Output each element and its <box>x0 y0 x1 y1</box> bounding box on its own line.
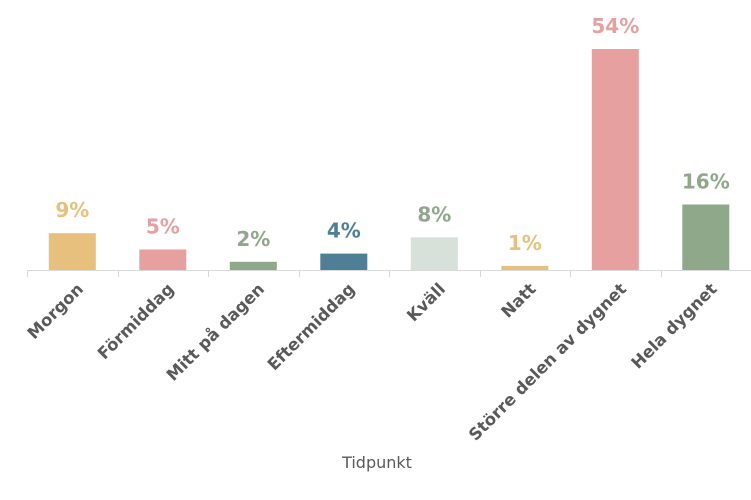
data-label: 4% <box>327 219 361 243</box>
data-label: 5% <box>146 215 180 239</box>
data-label: 8% <box>417 202 451 226</box>
data-label: 54% <box>591 14 639 38</box>
x-tick-label: Kväll <box>403 279 449 325</box>
data-label: 2% <box>236 227 270 251</box>
data-labels: 9% 5% 2% 4% 8% 1% 54% 16% <box>55 14 729 255</box>
x-tick-label: Eftermiddag <box>264 279 359 374</box>
x-tick-label: Mitt på dagen <box>163 279 268 384</box>
x-axis-title: Tidpunkt <box>341 453 412 472</box>
bar <box>682 204 730 270</box>
data-label: 9% <box>55 198 89 222</box>
x-axis-ticks <box>27 270 662 277</box>
bar <box>591 49 639 270</box>
x-tick-label: Större delen av dygnet <box>465 279 630 444</box>
bar <box>320 253 368 270</box>
x-tick-label: Natt <box>497 279 539 321</box>
bars-layer <box>48 49 730 270</box>
bar <box>229 261 277 270</box>
x-tick-label: Morgon <box>24 279 87 342</box>
x-tick-label: Hela dygnet <box>627 279 720 372</box>
data-label: 16% <box>682 170 730 194</box>
bar <box>139 249 187 270</box>
bar <box>48 233 96 270</box>
data-label: 1% <box>508 231 542 255</box>
bar <box>410 237 458 270</box>
bar <box>501 265 549 270</box>
x-tick-label: Förmiddag <box>94 279 178 363</box>
